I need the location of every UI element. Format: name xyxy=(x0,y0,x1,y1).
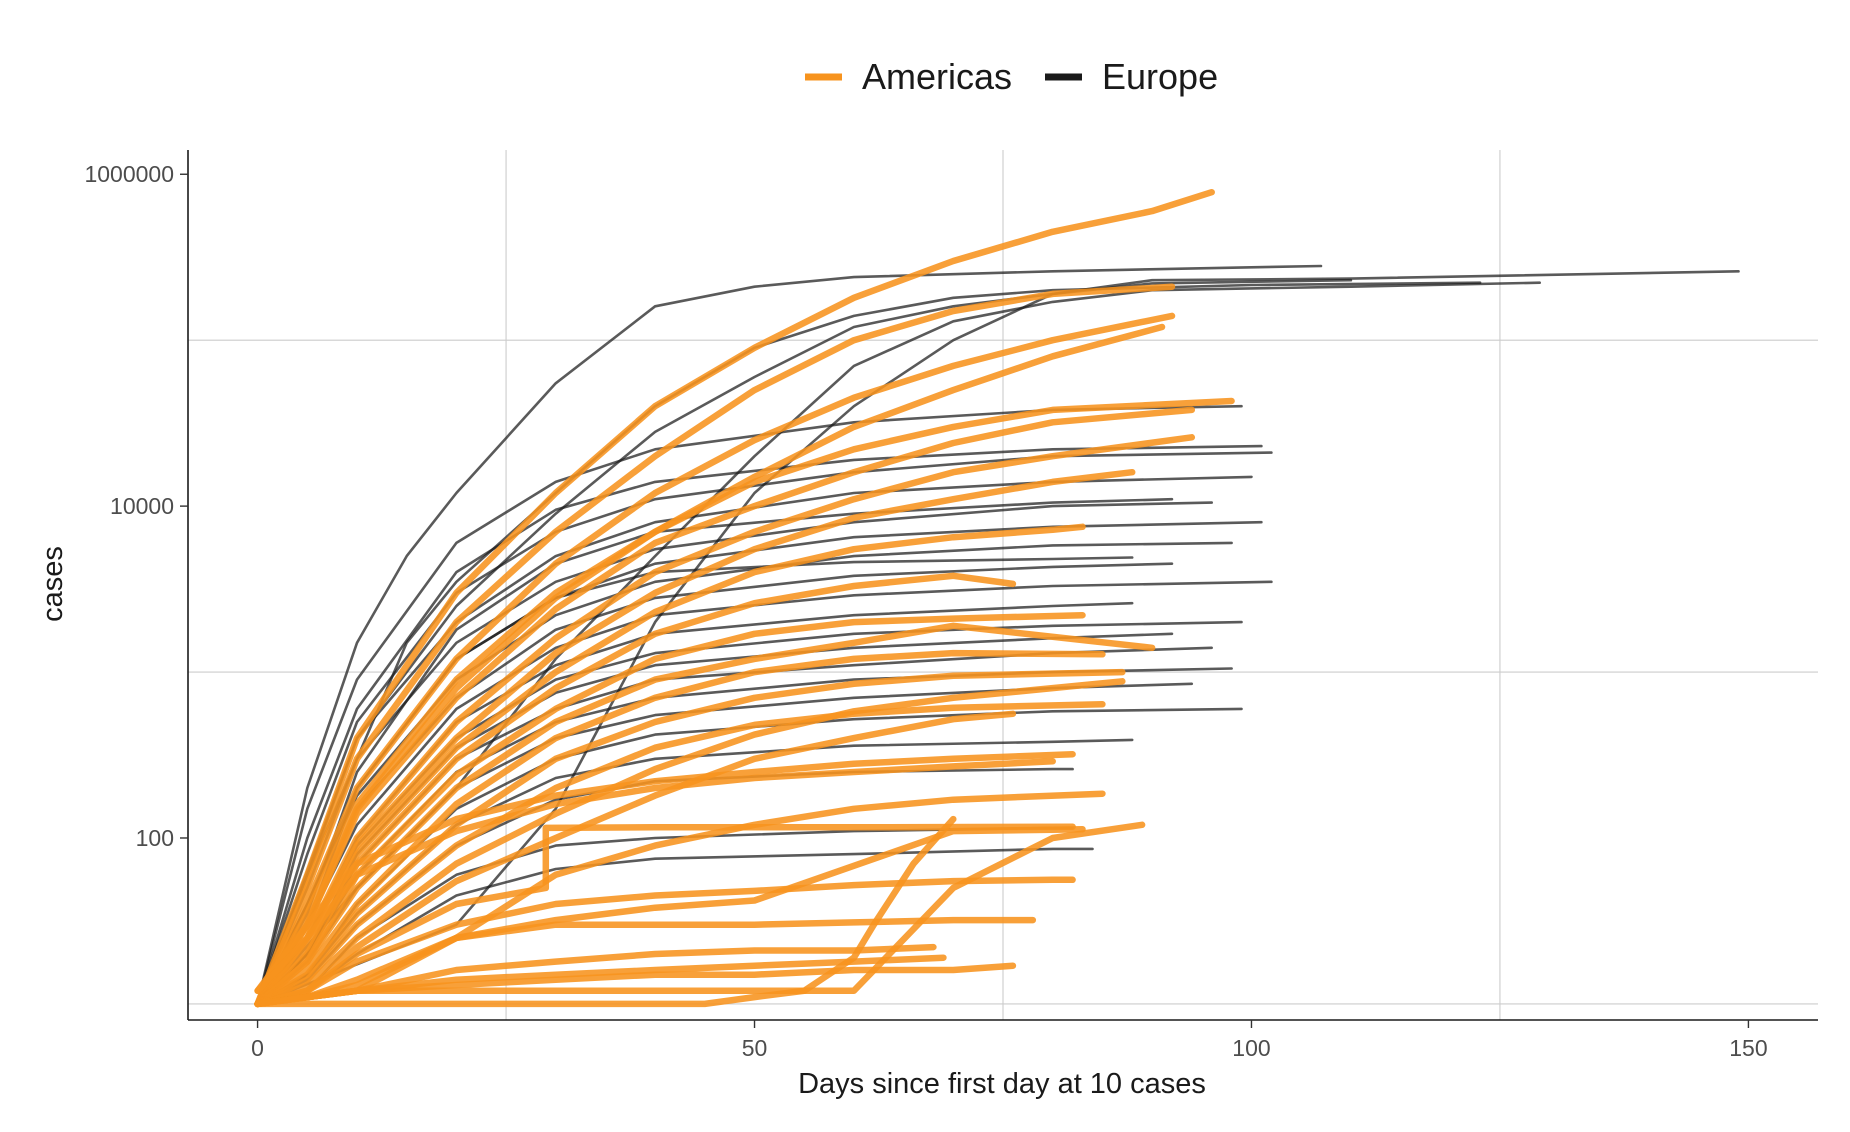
legend-label-europe: Europe xyxy=(1102,56,1218,97)
y-tick-label: 10000 xyxy=(110,493,174,519)
series-line-americas-41 xyxy=(254,700,1106,1008)
series-line-americas-54 xyxy=(254,750,1076,995)
series-line-europe-5 xyxy=(256,404,1243,1006)
series-line-americas-39 xyxy=(254,649,1106,1008)
series-line-americas-27 xyxy=(254,188,1215,1008)
series-line-americas-45 xyxy=(254,876,1076,1008)
series-line-americas-32 xyxy=(254,406,1196,1008)
x-tick-label: 50 xyxy=(742,1035,768,1061)
series-line-americas-28 xyxy=(254,283,1176,1008)
x-tick-label: 0 xyxy=(251,1035,264,1061)
series-line-americas-38 xyxy=(254,622,1156,1008)
series-line-europe-3 xyxy=(256,281,1541,1006)
series-line-europe-4 xyxy=(256,270,1740,1006)
x-tick-label: 100 xyxy=(1232,1035,1270,1061)
series-line-americas-34 xyxy=(254,468,1136,1008)
series-line-europe-0 xyxy=(256,264,1323,1006)
series-line-europe-6 xyxy=(256,444,1263,1006)
series-line-americas-37 xyxy=(254,611,1086,1008)
series-lines xyxy=(254,188,1740,1008)
legend: Americas Europe xyxy=(805,56,1218,97)
axes: 0 50 100 150 100 10000 1000000 xyxy=(84,150,1818,1061)
y-axis-title: cases xyxy=(37,546,69,622)
y-tick-label: 100 xyxy=(136,825,174,851)
x-tick-label: 150 xyxy=(1729,1035,1767,1061)
series-line-americas-40 xyxy=(254,668,1126,1008)
series-line-americas-53 xyxy=(254,815,957,1008)
series-line-americas-52 xyxy=(254,962,1017,1008)
x-axis-title: Days since first day at 10 cases xyxy=(798,1068,1206,1100)
legend-label-americas: Americas xyxy=(862,56,1012,97)
series-line-americas-29 xyxy=(254,312,1176,1008)
y-tick-label: 1000000 xyxy=(84,161,174,187)
series-line-americas-55 xyxy=(254,758,1056,995)
